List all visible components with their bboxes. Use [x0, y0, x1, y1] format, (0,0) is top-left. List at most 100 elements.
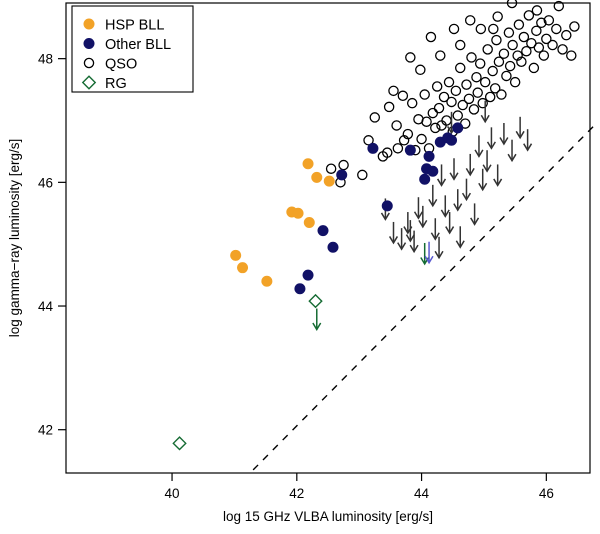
data-point [543, 15, 555, 26]
y-axis-title: log gamma−ray luminosity [erg/s] [7, 139, 22, 337]
arrow-head [312, 322, 322, 331]
data-point [501, 70, 512, 82]
data-point [261, 275, 273, 287]
x-axis-ticks: 40 42 44 46 [165, 473, 554, 501]
x-axis-title: log 15 GHz VLBA luminosity [erg/s] [223, 509, 433, 524]
data-point [443, 76, 455, 88]
x-tick-label: 44 [414, 486, 430, 501]
data-point [541, 33, 552, 45]
arrow-head [440, 209, 450, 218]
data-point [482, 150, 492, 173]
legend-item-qso: QSO [83, 57, 137, 73]
data-point [518, 31, 530, 43]
data-point [327, 241, 339, 253]
series-other_bll [294, 122, 464, 295]
data-point [513, 19, 525, 30]
data-point [404, 144, 416, 156]
data-point [493, 56, 505, 68]
data-point [405, 220, 415, 243]
legend-items: HSP BLL Other BLL QSO RG [81, 18, 171, 92]
legend-label: QSO [105, 57, 137, 73]
x-tick-label: 46 [539, 486, 554, 501]
arrow-head [397, 242, 407, 251]
data-point [515, 116, 525, 140]
data-point [434, 236, 444, 260]
data-point [455, 226, 465, 249]
data-point [461, 178, 472, 202]
data-point [230, 249, 242, 261]
data-point [388, 85, 399, 97]
arrow-head [499, 137, 509, 146]
data-point [480, 100, 490, 124]
data-point [409, 230, 419, 254]
data-point [547, 39, 558, 51]
data-point [405, 52, 416, 63]
data-point [521, 45, 532, 57]
arrow-head [480, 114, 490, 124]
arrow-head [424, 255, 434, 265]
plot-frame [65, 2, 591, 474]
arrow-head [455, 240, 465, 249]
data-point [507, 39, 518, 51]
data-point [311, 171, 323, 183]
y-tick-label: 42 [38, 423, 53, 438]
data-point [536, 17, 547, 29]
data-point [402, 128, 414, 140]
data-point [486, 127, 496, 150]
series-qso [325, 0, 580, 188]
data-point [292, 207, 304, 219]
data-point [509, 76, 521, 88]
data-point [445, 212, 455, 235]
data-point [302, 269, 314, 281]
data-point [461, 79, 472, 90]
arrow-head [470, 217, 480, 226]
data-point [507, 139, 517, 163]
data-point [413, 197, 423, 220]
arrow-head [413, 211, 423, 220]
legend-label: Other BLL [105, 37, 171, 53]
data-point [421, 116, 432, 127]
arrow-head [482, 164, 492, 173]
arrow-head [465, 168, 475, 177]
legend-marker-filled-circle [83, 18, 95, 30]
data-point [338, 159, 349, 171]
arrow-head [449, 172, 459, 181]
data-point [498, 48, 510, 59]
data-point [475, 23, 487, 35]
data-point [488, 23, 499, 35]
arrow-head [507, 153, 517, 163]
data-point [367, 142, 379, 154]
data-point [419, 173, 431, 185]
data-point [427, 165, 439, 177]
arrow-head [380, 212, 390, 221]
data-point [453, 189, 463, 212]
data-point [452, 110, 464, 121]
data-point [489, 83, 501, 94]
arrow-head [478, 182, 488, 192]
data-point [357, 169, 368, 181]
data-point [391, 120, 402, 131]
data-point [528, 62, 540, 74]
arrow-head [418, 219, 428, 229]
arrow-head [445, 226, 455, 235]
data-point [569, 21, 580, 32]
y-tick-label: 46 [38, 175, 53, 190]
data-point [419, 89, 430, 100]
data-point [468, 104, 480, 115]
data-point [172, 436, 187, 451]
arrow-head [430, 232, 440, 241]
data-point [523, 129, 533, 152]
data-point [512, 50, 523, 61]
data-point [553, 0, 565, 12]
data-point [325, 163, 337, 174]
data-point [484, 91, 496, 103]
series-upper_limits [312, 100, 533, 331]
data-point [531, 25, 542, 37]
series-rg [172, 293, 323, 451]
data-point [477, 97, 488, 109]
data-point [474, 135, 484, 158]
data-point [312, 308, 322, 331]
data-point [465, 153, 475, 177]
y-tick-label: 44 [38, 299, 54, 314]
data-point [397, 228, 407, 251]
